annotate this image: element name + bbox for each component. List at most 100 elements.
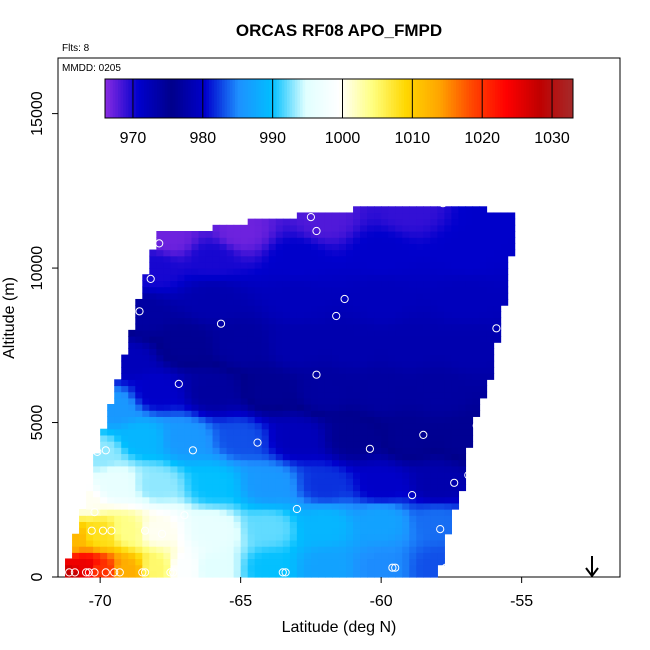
heatmap-cell: [402, 261, 410, 269]
heatmap-cell: [381, 342, 389, 349]
heatmap-cell: [395, 292, 403, 300]
heatmap-cell: [395, 354, 403, 362]
heatmap-cell: [170, 329, 179, 337]
heatmap-cell: [423, 348, 431, 356]
heatmap-cell: [331, 416, 340, 424]
heatmap-cell: [184, 261, 193, 269]
heatmap-cell: [282, 539, 291, 547]
sample-point: [450, 478, 459, 487]
heatmap-cell: [310, 533, 319, 541]
heatmap-cell: [184, 348, 193, 356]
heatmap-cell: [430, 323, 438, 331]
heatmap-cell: [409, 274, 417, 282]
heatmap-cell: [219, 255, 228, 263]
heatmap-cell: [353, 496, 361, 504]
heatmap-cell: [472, 317, 481, 325]
colorbar-segment: [482, 79, 486, 118]
heatmap-cell: [100, 552, 108, 560]
colorbar-segment: [248, 79, 252, 118]
heatmap-cell: [226, 404, 235, 411]
heatmap-cell: [121, 447, 129, 455]
heatmap-cell: [486, 366, 495, 374]
heatmap-cell: [317, 533, 326, 541]
heatmap-cell: [395, 336, 403, 343]
heatmap-cell: [374, 323, 382, 331]
heatmap-cell: [177, 280, 186, 288]
heatmap-cell: [149, 410, 157, 417]
colorbar-segment: [144, 79, 148, 118]
heatmap-cell: [360, 373, 368, 380]
heatmap-cell: [289, 478, 298, 485]
heatmap-cell: [423, 231, 431, 238]
heatmap-cell: [423, 496, 431, 504]
heatmap-cell: [212, 237, 221, 244]
heatmap-cell: [149, 305, 157, 312]
heatmap-cell: [437, 552, 445, 560]
heatmap-cell: [240, 366, 249, 374]
heatmap-cell: [142, 509, 150, 516]
heatmap-cell: [289, 305, 298, 312]
heatmap-cell: [114, 428, 122, 436]
colorbar-segment: [391, 79, 395, 118]
heatmap-cell: [339, 280, 347, 288]
heatmap-cell: [465, 255, 474, 263]
heatmap-cell: [254, 224, 263, 232]
heatmap-cell: [275, 317, 284, 325]
heatmap-cell: [254, 385, 263, 393]
heatmap-cell: [317, 218, 326, 226]
heatmap-cell: [128, 404, 136, 411]
heatmap-cell: [458, 336, 467, 343]
heatmap-cell: [135, 539, 143, 547]
heatmap-cell: [170, 465, 179, 473]
heatmap-cell: [331, 441, 340, 448]
heatmap-cell: [430, 354, 438, 362]
heatmap-cell: [198, 496, 207, 504]
heatmap-cell: [240, 391, 249, 399]
heatmap-cell: [163, 348, 172, 356]
heatmap-cell: [317, 280, 326, 288]
heatmap-cell: [374, 329, 382, 337]
heatmap-cell: [156, 249, 164, 257]
heatmap-cell: [128, 416, 136, 424]
heatmap-cell: [233, 298, 242, 306]
heatmap-cell: [388, 255, 396, 263]
heatmap-cell: [409, 317, 417, 325]
heatmap-cell: [324, 509, 333, 516]
heatmap-cell: [416, 509, 424, 516]
heatmap-cell: [191, 515, 200, 522]
y-tick-label: 15000: [29, 91, 46, 136]
heatmap-cell: [121, 360, 129, 368]
heatmap-cell: [500, 255, 509, 263]
heatmap-cell: [177, 527, 186, 535]
heatmap-cell: [254, 521, 263, 529]
heatmap-cell: [191, 527, 200, 535]
heatmap-cell: [317, 348, 326, 356]
heatmap-cell: [402, 539, 410, 547]
heatmap-cell: [303, 533, 312, 541]
heatmap-cell: [296, 348, 305, 356]
heatmap-cell: [465, 212, 474, 220]
heatmap-cell: [121, 373, 129, 380]
heatmap-cell: [465, 305, 474, 312]
heatmap-cell: [100, 465, 108, 473]
heatmap-cell: [353, 298, 361, 306]
heatmap-cell: [184, 564, 193, 572]
heatmap-cell: [423, 311, 431, 319]
heatmap-cell: [444, 397, 452, 405]
heatmap-cell: [360, 305, 368, 312]
heatmap-cell: [233, 496, 242, 504]
heatmap-cell: [177, 570, 186, 578]
heatmap-cell: [437, 404, 445, 411]
heatmap-cell: [437, 237, 445, 244]
heatmap-cell: [212, 515, 221, 522]
heatmap-cell: [416, 255, 424, 263]
heatmap-cell: [268, 286, 277, 294]
heatmap-cell: [289, 224, 298, 232]
heatmap-cell: [282, 385, 291, 393]
heatmap-cell: [240, 558, 249, 566]
heatmap-cell: [198, 274, 207, 282]
heatmap-cell: [261, 546, 270, 553]
heatmap-cell: [331, 428, 340, 436]
heatmap-cell: [156, 539, 164, 547]
heatmap-cell: [233, 533, 242, 541]
